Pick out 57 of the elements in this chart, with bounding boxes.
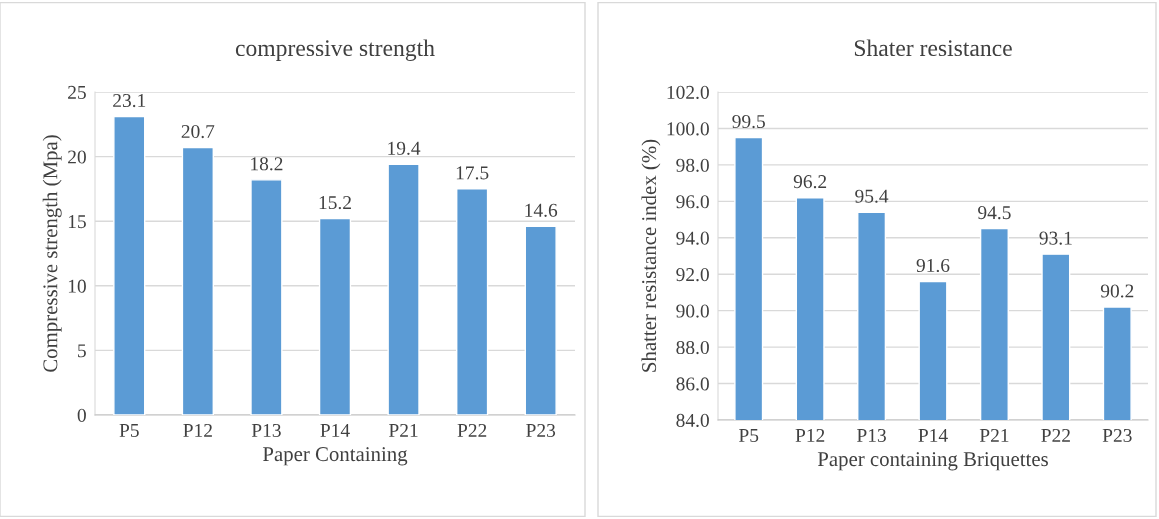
y-tick-label: 10 xyxy=(68,279,86,293)
y-tick-label: 84.0 xyxy=(676,413,709,428)
y-tick-label: 102.0 xyxy=(667,85,709,100)
y-tick-label: 98.0 xyxy=(676,158,709,172)
x-tick-label: P12 xyxy=(183,423,212,437)
y-tick-label: 96.0 xyxy=(676,195,709,209)
bar xyxy=(181,146,214,415)
x-tick-label: P12 xyxy=(795,428,825,442)
data-label: 14.6 xyxy=(525,203,558,217)
x-tick-label: P14 xyxy=(320,423,350,437)
x-tick-label: P21 xyxy=(979,428,1009,442)
data-label: 18.2 xyxy=(251,157,283,171)
y-axis-title: Compressive strength (Mpa) xyxy=(42,135,62,372)
y-axis-title: Shatter resistance index (%) xyxy=(641,139,661,372)
y-tick-label: 15 xyxy=(68,215,86,229)
y-tick-label: 5 xyxy=(78,344,86,358)
data-label: 23.1 xyxy=(113,93,146,108)
chart-title: Shater resistance xyxy=(854,39,1012,57)
y-tick-label: 25 xyxy=(68,85,86,99)
bar xyxy=(456,188,489,415)
data-label: 95.4 xyxy=(855,189,889,203)
data-label: 99.5 xyxy=(732,114,765,129)
x-tick-label: P22 xyxy=(457,423,487,437)
bar xyxy=(318,217,352,415)
x-tick-label: P13 xyxy=(857,428,886,443)
y-tick-label: 86.0 xyxy=(676,377,709,391)
y-tick-label: 100.0 xyxy=(667,122,709,136)
data-label: 91.6 xyxy=(916,258,950,273)
bar xyxy=(524,225,557,415)
data-label: 19.4 xyxy=(388,141,421,155)
x-tick-label: P5 xyxy=(119,424,139,438)
y-tick-label: 94.0 xyxy=(676,231,709,245)
x-tick-label: P23 xyxy=(526,423,556,438)
data-label: 96.2 xyxy=(793,175,827,189)
data-label: 90.2 xyxy=(1100,284,1134,298)
data-label: 17.5 xyxy=(456,166,489,180)
x-tick-label: P13 xyxy=(251,423,281,438)
x-tick-label: P14 xyxy=(918,428,948,442)
x-tick-label: P5 xyxy=(739,429,759,443)
chart-title: compressive strength xyxy=(235,39,435,61)
y-tick-label: 88.0 xyxy=(676,340,709,355)
x-axis-title: Paper containing Briquettes xyxy=(817,452,1048,471)
x-axis-title: Paper Containing xyxy=(262,447,408,466)
data-label: 93.1 xyxy=(1039,231,1072,245)
data-label: 20.7 xyxy=(181,124,215,139)
y-tick-label: 0 xyxy=(77,408,86,422)
bar xyxy=(387,163,420,415)
y-tick-label: 20 xyxy=(68,150,86,164)
bar xyxy=(250,179,283,415)
bar xyxy=(113,115,146,415)
x-tick-label: P23 xyxy=(1102,428,1132,443)
x-tick-label: P21 xyxy=(389,423,418,437)
y-tick-label: 90.0 xyxy=(676,304,709,318)
y-tick-label: 92.0 xyxy=(676,268,709,282)
x-tick-label: P22 xyxy=(1041,428,1070,442)
data-label: 94.5 xyxy=(978,206,1011,220)
data-label: 15.2 xyxy=(319,196,351,210)
